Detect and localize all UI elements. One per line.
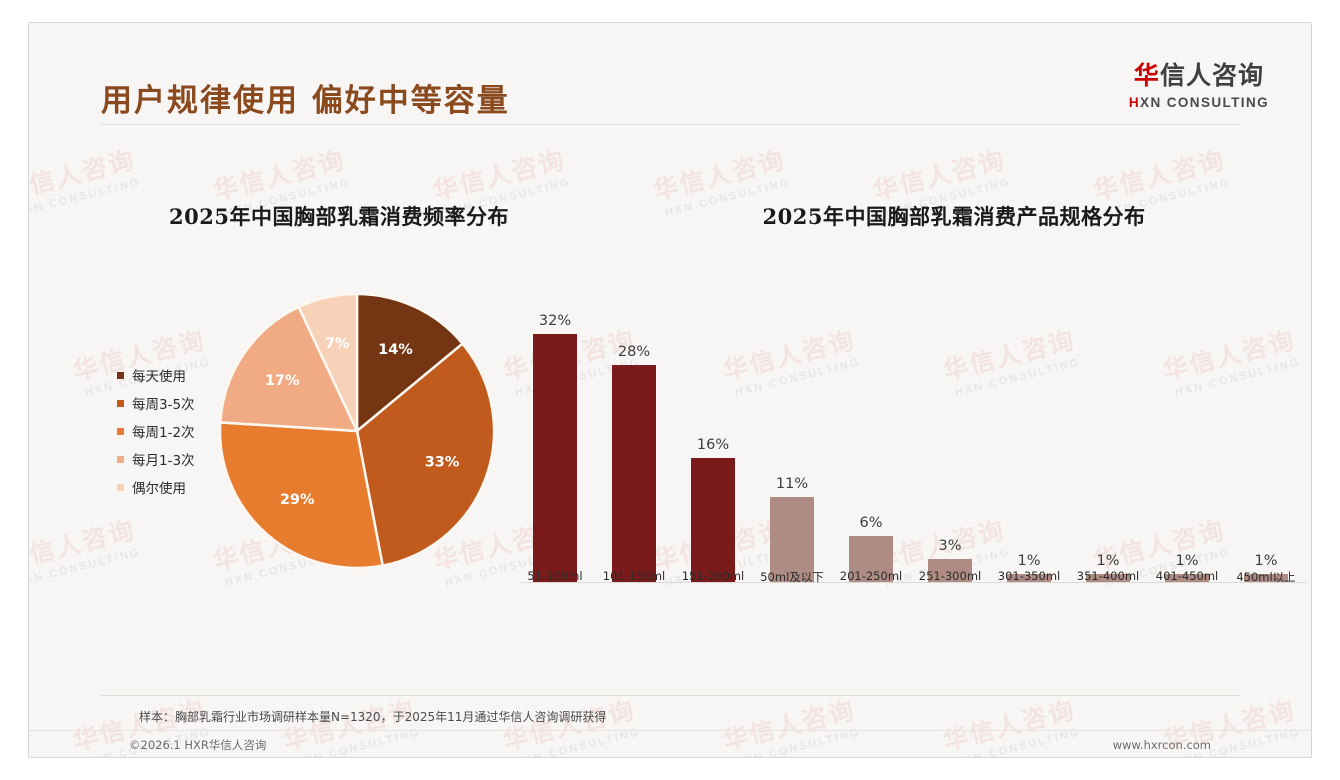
bar-column[interactable]: 32% bbox=[533, 313, 577, 582]
legend-color-swatch bbox=[117, 427, 124, 435]
slide-footer: ©2026.1 HXR华信人咨询 www.hxrcon.com bbox=[29, 731, 1311, 757]
bar-category-label: 251-300ml bbox=[918, 569, 982, 583]
logo-cn-rest: 信人咨询 bbox=[1159, 61, 1264, 90]
bar-rect[interactable] bbox=[1244, 574, 1288, 582]
pie-slice[interactable] bbox=[355, 292, 465, 434]
pie-slice-label: 29% bbox=[280, 492, 315, 508]
bar-column[interactable]: 28% bbox=[612, 344, 656, 582]
bar-value-label: 3% bbox=[938, 537, 962, 554]
bar-value-label: 1% bbox=[1096, 553, 1120, 570]
bar-category-label: 401-450ml bbox=[1155, 569, 1219, 583]
pie-chart-svg: 14% 33% 29% 17% 7% bbox=[218, 292, 496, 570]
bar-category-label: 201-250ml bbox=[839, 569, 903, 583]
bar-category-label: 50ml及以下 bbox=[760, 570, 824, 584]
bar-value-label: 28% bbox=[617, 344, 651, 360]
bar-value-label: 1% bbox=[1017, 553, 1041, 570]
pie-legend-item[interactable]: 偶尔使用 bbox=[117, 473, 195, 501]
pie-slice-label: 7% bbox=[325, 336, 350, 352]
bar-value-label: 11% bbox=[775, 475, 809, 492]
bar-category-label: 51-100ml bbox=[527, 569, 583, 583]
bar-column[interactable]: 1% bbox=[1244, 553, 1288, 582]
legend-label: 偶尔使用 bbox=[132, 481, 186, 497]
bar-column[interactable]: 1% bbox=[1007, 553, 1051, 582]
bar-category-label: 351-400ml bbox=[1076, 569, 1140, 583]
pie-slice-label: 33% bbox=[425, 455, 460, 471]
bar-column[interactable]: 11% bbox=[770, 476, 814, 582]
logo-en-rest: XN CONSULTING bbox=[1140, 95, 1269, 110]
bar-column[interactable]: 1% bbox=[1086, 553, 1130, 582]
legend-label: 每周1-2次 bbox=[132, 425, 195, 441]
bar-column[interactable]: 3% bbox=[928, 538, 972, 582]
bar-rect[interactable] bbox=[1165, 574, 1209, 582]
company-logo: 华信人咨询 HXN CONSULTING bbox=[1129, 56, 1269, 110]
bar-column[interactable]: 16% bbox=[691, 437, 735, 582]
pie-legend: 每天使用每周3-5次 每周1-2次 每月1-3次 偶尔使用 bbox=[117, 361, 195, 501]
logo-en-red-char: H bbox=[1128, 95, 1141, 110]
pie-legend-item[interactable]: 每月1-3次 bbox=[117, 445, 195, 473]
pie-legend-item[interactable]: 每周1-2次 bbox=[117, 417, 195, 445]
page-title: 用户规律使用 偏好中等容量 bbox=[101, 83, 510, 119]
bar-value-label: 16% bbox=[696, 437, 730, 453]
footer-divider bbox=[29, 730, 1311, 731]
pie-slice[interactable] bbox=[218, 421, 385, 570]
logo-chinese-text: 华信人咨询 bbox=[1129, 56, 1269, 92]
pie-slice[interactable] bbox=[297, 292, 359, 432]
bar-value-label: 32% bbox=[538, 313, 572, 329]
charts-container: 2025年中国胸部乳霜消费频率分布 2025年中国胸部乳霜消费产品规格分布 每天… bbox=[29, 23, 1311, 757]
bar-chart: 32% 51-100ml 28% 101-150ml 16% 151-200ml 11% 50… bbox=[521, 273, 1311, 584]
pie-slice[interactable] bbox=[355, 341, 496, 568]
legend-label: 每月1-3次 bbox=[132, 453, 195, 469]
website-link[interactable]: www.hxrcon.com bbox=[1112, 738, 1211, 752]
bar-rect[interactable] bbox=[691, 458, 735, 582]
bar-rect[interactable] bbox=[770, 496, 814, 582]
pie-chart-title: 2025年中国胸部乳霜消费频率分布 bbox=[169, 204, 509, 229]
bar-value-label: 6% bbox=[859, 514, 883, 531]
pie-legend-item[interactable]: 每天使用 bbox=[117, 361, 195, 389]
bar-rect[interactable] bbox=[1007, 574, 1051, 582]
pie-slice[interactable] bbox=[218, 305, 360, 433]
bar-rect[interactable] bbox=[533, 334, 577, 582]
logo-english-text: HXN CONSULTING bbox=[1129, 95, 1269, 110]
bar-category-label: 301-350ml bbox=[997, 569, 1061, 583]
bar-rect[interactable] bbox=[1086, 574, 1130, 582]
pie-chart: 每天使用每周3-5次 每周1-2次 每月1-3次 偶尔使用 14% 33% 29% 17% 7… bbox=[107, 273, 527, 613]
slide-header: 用户规律使用 偏好中等容量 华信人咨询 HXN CONSULTING bbox=[29, 23, 1311, 133]
legend-color-swatch bbox=[117, 455, 124, 463]
bar-rect[interactable] bbox=[928, 558, 972, 582]
bar-column[interactable]: 6% bbox=[849, 514, 893, 582]
bar-category-label: 101-150ml bbox=[602, 569, 666, 583]
bar-category-label: 151-200ml bbox=[681, 569, 745, 583]
pie-slice-label: 14% bbox=[378, 342, 413, 358]
title-divider bbox=[101, 124, 1241, 125]
copyright-text: ©2026.1 HXR华信人咨询 bbox=[129, 738, 267, 752]
bar-value-label: 1% bbox=[1175, 553, 1199, 570]
pie-legend-item[interactable]: 每周3-5次 bbox=[117, 389, 195, 417]
legend-label: 每天使用 bbox=[132, 369, 186, 385]
bar-column[interactable]: 1% bbox=[1165, 553, 1209, 582]
legend-label: 每周3-5次 bbox=[132, 397, 195, 413]
sample-footnote: 样本：胸部乳霜行业市场调研样本量N=1320，于2025年11月通过华信人咨询调… bbox=[139, 710, 607, 724]
legend-color-swatch bbox=[117, 483, 124, 491]
bar-rect[interactable] bbox=[612, 365, 656, 582]
legend-color-swatch bbox=[117, 399, 124, 407]
bar-value-label: 1% bbox=[1254, 553, 1278, 570]
pie-slice-label: 17% bbox=[265, 373, 300, 389]
bar-chart-title: 2025年中国胸部乳霜消费产品规格分布 bbox=[762, 204, 1146, 229]
legend-color-swatch bbox=[117, 371, 124, 379]
bar-chart-baseline bbox=[521, 582, 1307, 583]
logo-cn-red-char: 华 bbox=[1133, 61, 1160, 90]
bar-rect[interactable] bbox=[849, 535, 893, 582]
slide-canvas: 华信人咨询 HXN CONSULTING 华信人咨询 HXN CONSULTING 华信… bbox=[28, 22, 1312, 758]
bar-category-label: 450ml以上 bbox=[1236, 570, 1296, 584]
footnote-divider bbox=[101, 695, 1241, 696]
